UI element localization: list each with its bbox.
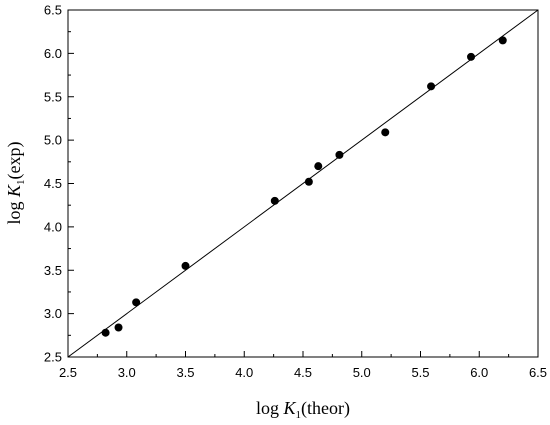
y-tick-label: 3.0 (44, 306, 62, 321)
x-tick-label: 5.0 (353, 365, 371, 380)
y-axis-label-symbol: K (4, 184, 24, 198)
data-point (467, 52, 476, 61)
x-tick-label: 2.5 (59, 365, 77, 380)
y-tick-label: 4.5 (44, 176, 62, 191)
y-tick-label: 3.5 (44, 263, 62, 278)
y-tick-label: 6.5 (44, 3, 62, 18)
x-axis-label-symbol: K (283, 398, 297, 418)
data-point (304, 177, 313, 186)
data-point (381, 128, 390, 137)
y-tick-label: 6.0 (44, 46, 62, 61)
x-tick-label: 6.0 (470, 365, 488, 380)
x-axis-label-pre: log (256, 398, 284, 418)
x-tick-label: 3.0 (118, 365, 136, 380)
y-axis-label-post: (exp) (4, 141, 25, 179)
data-point (335, 150, 344, 159)
data-point (101, 328, 110, 337)
data-point (498, 36, 507, 45)
x-axis-tick-labels: 2.5 3.0 3.5 4.0 4.5 5.0 5.5 6.0 6.5 (59, 365, 547, 380)
y-axis-label-subscript: 1 (15, 179, 27, 185)
y-tick-label: 2.5 (44, 350, 62, 365)
x-tick-label: 5.5 (411, 365, 429, 380)
y-tick-label: 4.0 (44, 219, 62, 234)
x-tick-label: 3.5 (176, 365, 194, 380)
y-tick-label: 5.0 (44, 133, 62, 148)
y-tick-label: 5.5 (44, 89, 62, 104)
x-tick-label: 6.5 (529, 365, 547, 380)
x-axis-ticks (67, 351, 539, 357)
x-tick-label: 4.0 (235, 365, 253, 380)
data-point (181, 261, 190, 270)
x-tick-label: 4.5 (294, 365, 312, 380)
x-axis-label-subscript: 1 (296, 409, 302, 421)
data-point (314, 162, 323, 171)
y-axis-tick-labels: 2.5 3.0 3.5 4.0 4.5 5.0 5.5 6.0 6.5 (44, 3, 62, 365)
fit-line-layer (67, 9, 539, 358)
data-point (132, 298, 141, 307)
data-point (114, 323, 123, 332)
x-axis-label: log K1(theor) (256, 398, 350, 421)
y-axis-label: log K1(exp) (4, 141, 27, 224)
data-point (427, 82, 436, 91)
data-point (270, 196, 279, 205)
x-axis-label-post: (theor) (301, 398, 350, 419)
y-axis-label-pre: log (4, 197, 24, 225)
data-points (101, 36, 507, 337)
y-axis-ticks (68, 9, 74, 358)
fit-line (67, 9, 539, 358)
